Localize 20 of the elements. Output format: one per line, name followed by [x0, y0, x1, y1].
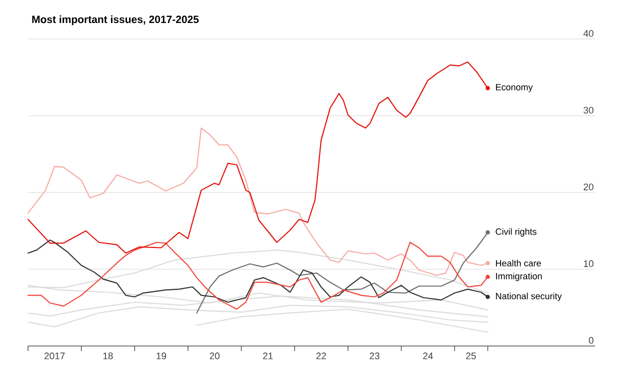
x-tick-label: 23: [370, 352, 380, 360]
x-tick-label: 25: [466, 352, 476, 360]
x-tick-label: 22: [316, 352, 326, 360]
y-tick-label: 40: [583, 30, 594, 37]
x-tick-label: 21: [263, 352, 273, 360]
y-tick-label: 20: [584, 184, 594, 190]
x-tick-label: 18: [103, 352, 113, 360]
x-tick-label: 24: [423, 352, 433, 360]
x-tick-label: 2017: [44, 352, 65, 360]
series-label: Civil rights: [496, 228, 536, 237]
series-label: Health care: [496, 260, 541, 266]
x-tick-label: 19: [156, 352, 166, 360]
series-label: National security: [496, 292, 562, 302]
y-tick-label: 30: [584, 106, 594, 114]
chart-title: Most important issues, 2017-2025: [32, 15, 199, 26]
series-label: Immigration: [496, 272, 542, 282]
y-tick-label: 10: [584, 260, 594, 268]
y-tick-label: 0: [588, 337, 594, 344]
x-tick-label: 20: [210, 352, 220, 360]
series-label: Economy: [496, 84, 533, 92]
